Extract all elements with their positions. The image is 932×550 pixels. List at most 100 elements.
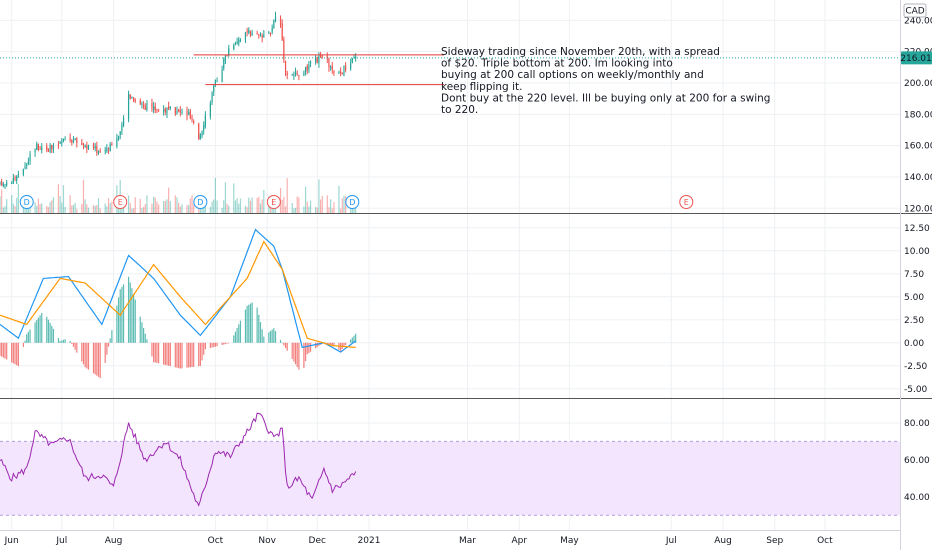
volume-bar <box>99 208 101 213</box>
histogram-bar <box>81 342 83 362</box>
histogram-bar <box>107 342 110 347</box>
annotation-line-7: to 220. <box>441 104 478 116</box>
histogram-bar <box>248 304 250 343</box>
volume-bar <box>111 201 113 213</box>
currency-badge[interactable]: CAD <box>903 3 927 18</box>
time-tick-label: Aug <box>105 536 123 546</box>
histogram-bar <box>326 342 328 344</box>
volume-bar <box>72 204 75 213</box>
volume-bar <box>236 198 238 213</box>
histogram-bar <box>154 342 156 363</box>
volume-bar <box>109 202 111 213</box>
volume-bars <box>0 178 357 213</box>
histogram-bar <box>168 342 170 366</box>
volume-bar <box>193 204 195 213</box>
volume-bar <box>122 205 125 213</box>
volume-bar <box>186 205 188 213</box>
volume-bar <box>331 208 333 213</box>
volume-bar <box>314 207 317 213</box>
histogram-bar <box>283 342 285 346</box>
candle-body <box>321 55 323 57</box>
candle-body <box>142 104 145 107</box>
event-marker-letter: D <box>197 198 203 207</box>
price-axis-ticks[interactable]: 240.00220.00200.00180.00160.00140.00120.… <box>904 16 932 214</box>
volume-bar <box>291 203 293 213</box>
histogram-bar <box>296 342 298 367</box>
macd-tick-label: 0.00 <box>904 339 924 349</box>
time-axis-ticks[interactable]: Jun Jul Aug Oct Nov Dec 2021 Mar Apr May Jul Aug Sep… <box>4 536 833 546</box>
candle-body <box>314 57 317 63</box>
candle-body <box>188 112 190 115</box>
candle-body <box>296 73 298 75</box>
candle-body <box>29 153 31 162</box>
volume-bar <box>234 200 237 213</box>
volume-bar <box>46 205 48 213</box>
volume-bar <box>294 207 297 213</box>
histogram-bar <box>226 342 228 344</box>
volume-bar <box>86 204 88 213</box>
candle-body <box>198 123 200 140</box>
volume-bar <box>154 197 156 213</box>
volume-bar <box>189 198 191 213</box>
volume-bar <box>345 196 347 213</box>
time-tick-label: May <box>560 536 579 546</box>
annotation-line-3: buying at 200 call options on weekly/mon… <box>441 69 704 81</box>
candle-body <box>156 109 158 111</box>
annotation-text[interactable]: Sideway trading since November 20th, wit… <box>441 46 774 116</box>
candle-body <box>151 103 153 109</box>
candle-body <box>86 145 88 149</box>
candle-body <box>169 107 171 109</box>
histogram-bar <box>345 342 347 346</box>
histogram-bar <box>251 302 253 343</box>
histogram-bar <box>259 322 262 343</box>
histogram-bar <box>303 342 305 369</box>
volume-bar <box>2 207 4 213</box>
volume-bar <box>330 199 332 213</box>
candle-body <box>61 141 63 144</box>
candle-body <box>189 111 191 119</box>
candle-body <box>263 34 265 38</box>
volume-bar <box>174 195 176 213</box>
histogram-bar <box>269 330 272 343</box>
candle-body <box>216 80 218 82</box>
histogram-bar <box>106 342 108 355</box>
candle-body <box>355 56 357 59</box>
macd-axis-ticks[interactable]: 12.50 10.00 7.50 5.00 2.50 0.00 -2.50 -5.00 <box>904 224 930 395</box>
volume-bar <box>198 207 200 213</box>
volume-bar <box>59 196 61 213</box>
histogram-bar <box>71 342 73 344</box>
histogram-bar <box>24 340 26 343</box>
volume-bar <box>168 187 170 213</box>
histogram-bar <box>188 342 190 368</box>
candle-body <box>249 30 252 36</box>
candle-body <box>203 125 205 131</box>
candle-body <box>201 130 203 136</box>
histogram-bar <box>1 342 3 357</box>
annotation-line-6: Dont buy at the 220 level. Ill be buying… <box>441 92 770 104</box>
candle-body <box>144 106 146 110</box>
candle-body <box>158 109 160 111</box>
rsi-axis-ticks[interactable]: 80.00 60.00 40.00 <box>904 419 930 503</box>
candle-body <box>139 100 141 105</box>
candle-body <box>0 181 1 184</box>
volume-bar <box>284 206 287 213</box>
candle-body <box>291 74 293 76</box>
volume-bar <box>156 201 158 213</box>
volume-bar <box>246 207 248 213</box>
volume-bar <box>134 197 136 213</box>
signal-line <box>0 240 356 348</box>
rsi-tick-label: 80.00 <box>904 419 930 429</box>
histogram-bar <box>244 309 247 343</box>
candle-body <box>106 148 108 152</box>
histogram-bar <box>99 342 101 379</box>
histogram-bar <box>263 336 265 343</box>
macd-tick-label: -2.50 <box>904 362 928 372</box>
histogram-bar <box>236 328 238 343</box>
volume-bar <box>11 195 13 213</box>
candle-body <box>6 182 8 186</box>
candle-body <box>153 106 155 110</box>
event-marker-circle <box>19 195 34 209</box>
volume-bar <box>181 204 183 213</box>
candle-body <box>283 39 285 60</box>
